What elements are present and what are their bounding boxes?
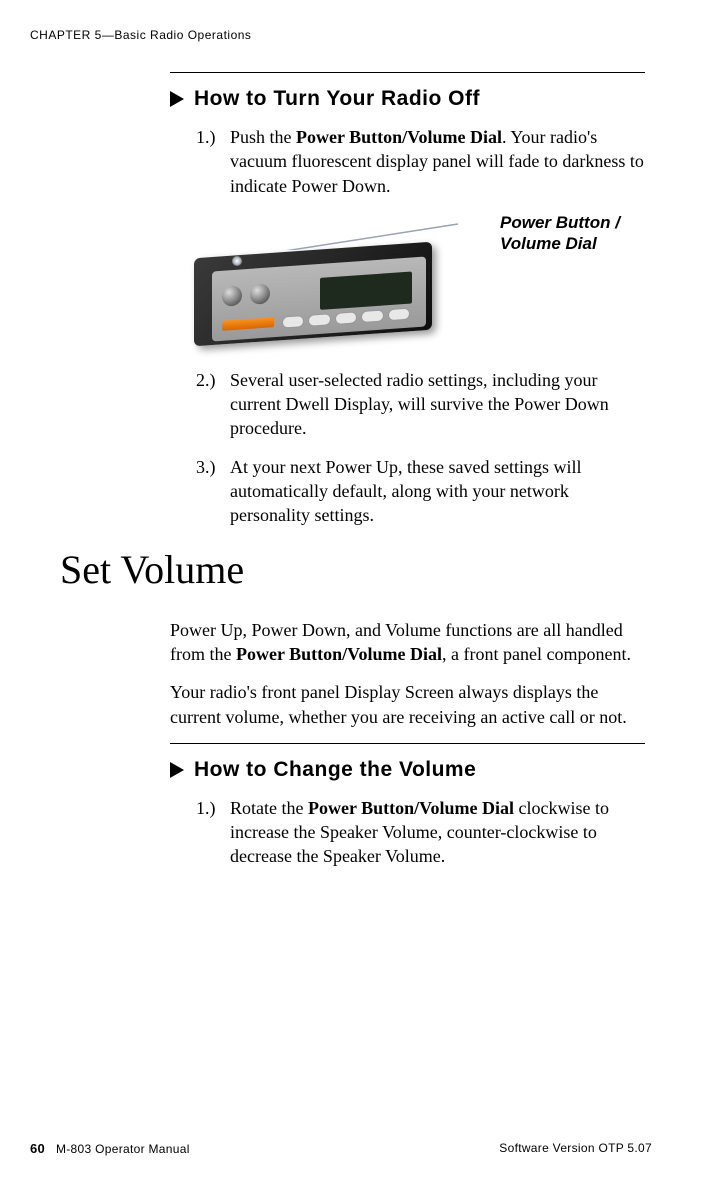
step-1: 1.) Rotate the Power Button/Volume Dial … [170,796,645,869]
callout-label: Power Button / Volume Dial [500,212,660,255]
step-number: 3.) [196,455,230,528]
power-volume-dial-icon [222,285,242,306]
procedure-heading-turn-off: How to Turn Your Radio Off [170,87,645,111]
page-number: 60 [30,1141,45,1156]
set-volume-body: Power Up, Power Down, and Volume functio… [170,618,645,869]
step-number: 2.) [196,368,230,441]
step-1: 1.) Push the Power Button/Volume Dial. Y… [170,125,645,198]
procedure-title: How to Turn Your Radio Off [194,87,480,111]
chevron-right-icon [170,91,184,107]
step-text: At your next Power Up, these saved setti… [230,455,645,528]
step-text: Several user-selected radio settings, in… [230,368,645,441]
step-number: 1.) [196,796,230,869]
step-3: 3.) At your next Power Up, these saved s… [170,455,645,528]
procedure-heading-change-volume: How to Change the Volume [170,758,645,782]
radio-figure: Power Button / Volume Dial [170,212,645,352]
divider [170,72,645,73]
chevron-right-icon [170,762,184,778]
step-text: Push the Power Button/Volume Dial. Your … [230,125,645,198]
chapter-header: CHAPTER 5—Basic Radio Operations [30,28,652,42]
page-footer: 60 M-803 Operator Manual Software Versio… [30,1141,652,1156]
paragraph: Power Up, Power Down, and Volume functio… [170,618,645,667]
step-number: 1.) [196,125,230,198]
procedure-turn-off: How to Turn Your Radio Off 1.) Push the … [170,72,645,528]
step-2: 2.) Several user-selected radio settings… [170,368,645,441]
radio-illustration [194,230,434,340]
manual-title: M-803 Operator Manual [56,1142,190,1156]
divider [170,743,645,744]
section-heading-set-volume: Set Volume [60,546,244,593]
callout-dot-icon [232,256,242,266]
paragraph: Your radio's front panel Display Screen … [170,680,645,729]
step-text: Rotate the Power Button/Volume Dial cloc… [230,796,645,869]
footer-left: 60 M-803 Operator Manual [30,1141,190,1156]
procedure-title: How to Change the Volume [194,758,476,782]
footer-right: Software Version OTP 5.07 [499,1141,652,1156]
